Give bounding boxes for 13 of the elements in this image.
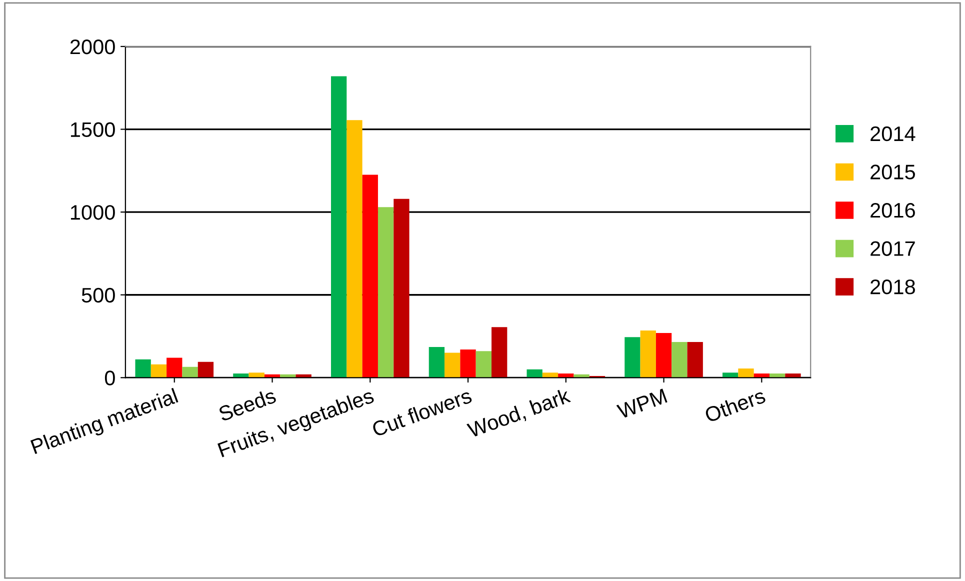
x-tick-label: Others [704,388,766,423]
legend-label: 2014 [870,126,916,142]
y-tick-label: 1000 [70,205,115,220]
legend-label: 2018 [870,280,915,294]
legend-label: 2017 [870,241,915,256]
y-tick-label: 500 [82,288,115,303]
x-tick-label: Seeds [218,388,277,422]
x-tick-label: WPM [616,388,668,419]
y-tick-label: 2000 [70,39,115,54]
legend-label: 2015 [870,164,916,180]
y-tick-label: 0 [104,370,115,386]
legend-label: 2016 [870,202,915,218]
y-tick-label: 1500 [70,122,115,138]
